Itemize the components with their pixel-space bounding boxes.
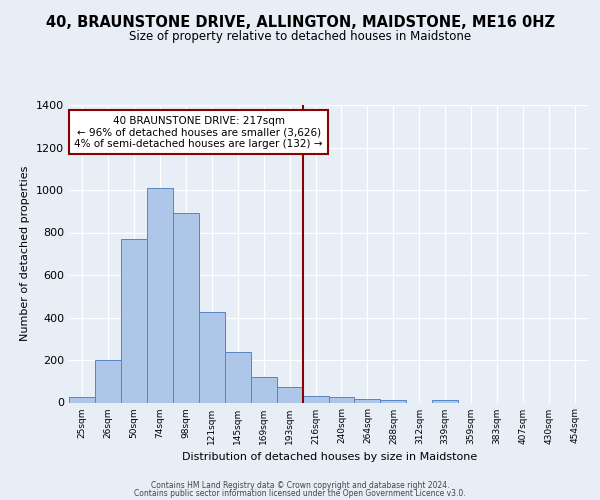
- Text: 40, BRAUNSTONE DRIVE, ALLINGTON, MAIDSTONE, ME16 0HZ: 40, BRAUNSTONE DRIVE, ALLINGTON, MAIDSTO…: [46, 15, 554, 30]
- Text: Distribution of detached houses by size in Maidstone: Distribution of detached houses by size …: [182, 452, 478, 462]
- Text: Contains HM Land Registry data © Crown copyright and database right 2024.: Contains HM Land Registry data © Crown c…: [151, 480, 449, 490]
- Bar: [69, 397, 95, 402]
- Text: 40 BRAUNSTONE DRIVE: 217sqm
← 96% of detached houses are smaller (3,626)
4% of s: 40 BRAUNSTONE DRIVE: 217sqm ← 96% of det…: [74, 116, 323, 149]
- Bar: [433, 400, 458, 402]
- Bar: [121, 239, 147, 402]
- Bar: [95, 360, 121, 403]
- Bar: [380, 400, 406, 402]
- Bar: [173, 214, 199, 402]
- Bar: [199, 312, 224, 402]
- Bar: [302, 396, 329, 402]
- Bar: [277, 386, 302, 402]
- Text: Contains public sector information licensed under the Open Government Licence v3: Contains public sector information licen…: [134, 489, 466, 498]
- Bar: [251, 377, 277, 402]
- Bar: [329, 397, 355, 402]
- Text: Size of property relative to detached houses in Maidstone: Size of property relative to detached ho…: [129, 30, 471, 43]
- Bar: [355, 400, 380, 402]
- Y-axis label: Number of detached properties: Number of detached properties: [20, 166, 31, 342]
- Bar: [147, 188, 173, 402]
- Bar: [225, 352, 251, 403]
